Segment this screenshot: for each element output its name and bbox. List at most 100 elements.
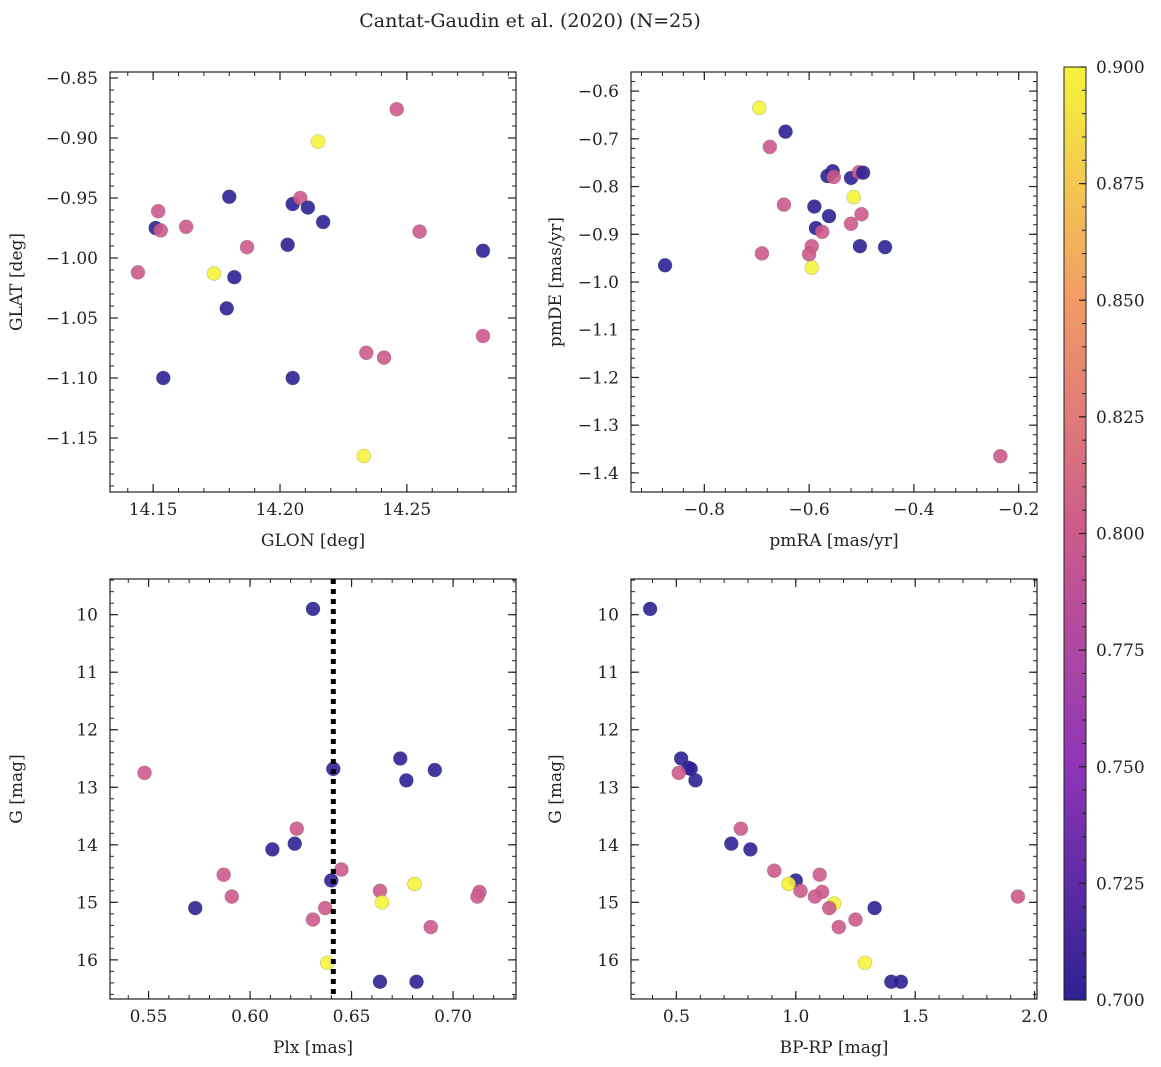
scatter-point bbox=[642, 601, 658, 617]
scatter-point bbox=[187, 900, 203, 916]
scatter-point bbox=[153, 223, 169, 238]
scatter-point bbox=[300, 200, 316, 215]
scatter-point bbox=[407, 876, 422, 892]
pm-panel: −0.8 −0.6 −0.4 −0.2 −0.6 −0.7 −0.8 −0.9 −1.0 −1.1… bbox=[546, 71, 1039, 551]
scatter-point bbox=[358, 345, 374, 361]
y-tick-label: −1.10 bbox=[46, 369, 98, 389]
y-axis-label: G [mag] bbox=[546, 754, 566, 823]
scatter-point bbox=[287, 836, 303, 851]
scatter-point bbox=[993, 448, 1008, 464]
cmd-panel: 0.5 1.0 1.5 2.0 10 11 12 13 14 15 16 BP-RP [mag] G [… bbox=[546, 578, 1048, 1058]
scatter-point bbox=[821, 208, 837, 224]
scatter-point bbox=[130, 265, 146, 280]
scatter-point bbox=[334, 862, 349, 877]
scatter-point bbox=[854, 206, 869, 222]
scatter-point bbox=[807, 889, 823, 904]
y-tick-label: −0.7 bbox=[578, 130, 619, 150]
scatter-point bbox=[877, 239, 893, 255]
y-tick-label: 15 bbox=[76, 893, 98, 913]
scatter-point bbox=[389, 101, 405, 117]
scatter-point bbox=[657, 257, 673, 273]
y-tick-label: 11 bbox=[597, 663, 619, 683]
x-tick-label: 14.20 bbox=[256, 500, 305, 520]
scatter-point bbox=[821, 900, 837, 916]
y-tick-label: −0.90 bbox=[46, 129, 98, 149]
colorbar-tick-label: 0.775 bbox=[1096, 641, 1145, 661]
x-tick-label: 14.15 bbox=[129, 500, 178, 520]
y-tick-label: −0.8 bbox=[578, 178, 619, 198]
y-tick-label: −1.2 bbox=[578, 368, 619, 388]
colorbar-tick-label: 0.800 bbox=[1096, 525, 1145, 545]
x-tick-label: 0.65 bbox=[333, 1007, 371, 1027]
scatter-point bbox=[776, 197, 792, 212]
x-tick-label: −0.6 bbox=[788, 500, 829, 520]
y-tick-label: 11 bbox=[76, 663, 98, 683]
scatter-point bbox=[221, 189, 237, 205]
scatter-point bbox=[315, 214, 331, 230]
scatter-point bbox=[412, 224, 427, 239]
colorbar-tick-label: 0.875 bbox=[1096, 175, 1145, 195]
y-tick-label: 14 bbox=[76, 836, 98, 856]
scatter-point bbox=[793, 883, 808, 899]
scatter-point bbox=[846, 189, 861, 205]
colorbar-tick-label: 0.700 bbox=[1096, 991, 1145, 1011]
scatter-point bbox=[812, 867, 827, 883]
y-tick-label: 12 bbox=[76, 721, 98, 741]
plot-panels: 14.15 14.20 14.25 −0.85 −0.90 −0.95 −1.00 −1.05… bbox=[7, 69, 1048, 1058]
scatter-point bbox=[857, 955, 873, 971]
scatter-point bbox=[224, 889, 240, 904]
scatter-point bbox=[178, 219, 194, 235]
y-tick-label: 13 bbox=[76, 778, 98, 798]
scatter-point bbox=[762, 139, 778, 155]
scatter-point bbox=[155, 370, 171, 386]
y-tick-label: 10 bbox=[597, 606, 619, 626]
scatter-point bbox=[280, 237, 295, 253]
scatter-point bbox=[150, 203, 166, 219]
scatter-point bbox=[724, 836, 739, 851]
scatter-point bbox=[310, 134, 326, 149]
y-tick-label: −1.1 bbox=[578, 321, 619, 341]
axes-frame bbox=[630, 578, 1038, 1000]
y-tick-label: −0.6 bbox=[578, 82, 619, 102]
y-tick-label: 14 bbox=[597, 836, 619, 856]
scatter-point bbox=[392, 751, 408, 766]
x-tick-label: 1.0 bbox=[782, 1007, 809, 1027]
scatter-point bbox=[317, 900, 333, 916]
scatter-point bbox=[372, 974, 388, 990]
scatter-point bbox=[470, 889, 485, 904]
scatter-point bbox=[293, 190, 308, 206]
axes-frame bbox=[109, 578, 517, 1000]
y-axis-label: pmDE [mas/yr] bbox=[546, 217, 566, 347]
y-tick-label: 16 bbox=[597, 951, 619, 971]
scatter-point bbox=[781, 876, 796, 892]
scatter-point bbox=[893, 974, 909, 990]
scatter-point bbox=[137, 765, 152, 781]
scatter-point bbox=[852, 238, 868, 254]
scatter-point bbox=[475, 243, 491, 259]
scatter-point bbox=[843, 216, 859, 232]
scatter-point bbox=[814, 224, 830, 240]
scatter-point bbox=[265, 842, 280, 857]
x-tick-label: −0.4 bbox=[893, 500, 934, 520]
colorbar-tick-label: 0.850 bbox=[1096, 291, 1145, 311]
scatter-point bbox=[848, 912, 863, 927]
scatter-point bbox=[752, 100, 767, 116]
scatter-point bbox=[219, 301, 235, 316]
glon-glat-panel: 14.15 14.20 14.25 −0.85 −0.90 −0.95 −1.00 −1.05… bbox=[7, 69, 517, 551]
x-tick-label: 0.60 bbox=[231, 1007, 269, 1027]
x-tick-label: 0.70 bbox=[434, 1007, 472, 1027]
x-tick-label: −0.2 bbox=[998, 500, 1039, 520]
scatter-point bbox=[227, 269, 242, 285]
y-tick-label: −0.85 bbox=[46, 69, 98, 89]
y-tick-label: 13 bbox=[597, 778, 619, 798]
scatter-point bbox=[216, 867, 231, 883]
figure-title: Cantat-Gaudin et al. (2020) (N=25) bbox=[359, 10, 701, 32]
scatter-point bbox=[766, 863, 782, 878]
y-tick-label: 10 bbox=[76, 606, 98, 626]
colorbar-tick-label: 0.825 bbox=[1096, 408, 1145, 428]
scatter-point bbox=[289, 821, 305, 836]
x-tick-label: 14.25 bbox=[383, 500, 432, 520]
y-tick-label: −0.95 bbox=[46, 189, 98, 209]
x-tick-label: 2.0 bbox=[1021, 1007, 1048, 1027]
